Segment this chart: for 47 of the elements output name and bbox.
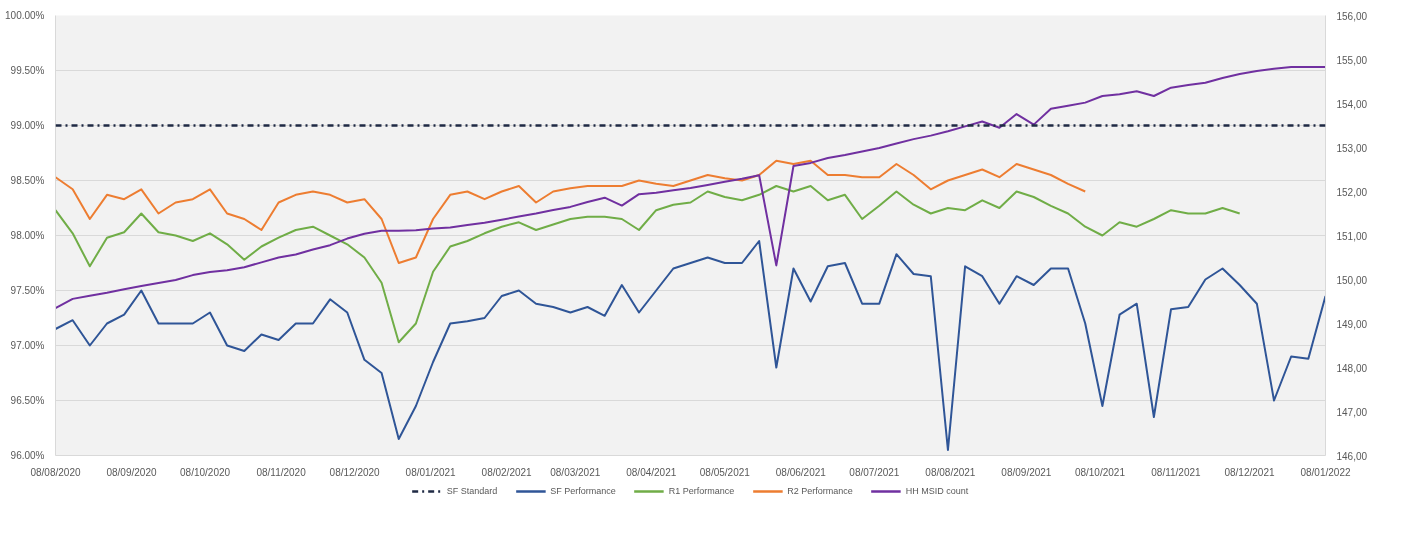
line-series	[55, 240, 1326, 451]
x-tick-label: 08/02/2021	[481, 466, 533, 478]
y2-tick-label: 150,00	[1336, 274, 1368, 286]
x-tick-label: 08/09/2021	[1001, 466, 1052, 478]
x-tick-label: 08/08/2021	[925, 466, 976, 478]
legend-label: SF Performance	[550, 486, 616, 496]
y-tick-label: 96.50%	[10, 395, 45, 406]
legend-label: SF Standard	[446, 486, 498, 496]
y2-tick-label: 151,00	[1336, 230, 1368, 242]
line-series	[55, 185, 1241, 344]
x-tick-label: 08/11/2021	[1151, 466, 1202, 478]
y2-tick-label: 146,00	[1336, 450, 1368, 462]
x-tick-label: 08/12/2021	[1224, 466, 1275, 478]
x-tick-label: 08/05/2021	[699, 466, 751, 478]
legend-label: R2 Performance	[787, 486, 853, 496]
y2-tick-label: 152,00	[1336, 186, 1368, 198]
x-tick-label: 08/06/2021	[775, 466, 827, 478]
y2-tick-label: 156,00	[1336, 10, 1368, 22]
y-tick-label: 97.50%	[10, 285, 45, 296]
x-tick-label: 08/07/2021	[849, 466, 900, 478]
x-tick-label: 08/04/2021	[626, 466, 677, 478]
y2-tick-label: 148,00	[1336, 362, 1368, 374]
x-tick-label: 08/01/2021	[405, 466, 457, 478]
x-tick-label: 08/11/2020	[256, 466, 307, 478]
y2-tick-label: 147,00	[1336, 406, 1368, 418]
y-tick-label: 98.50%	[10, 175, 45, 186]
x-tick-label: 08/09/2020	[106, 466, 157, 478]
legend-label: R1 Performance	[668, 486, 735, 496]
y-tick-label: 96.00%	[10, 450, 45, 461]
y2-tick-label: 155,00	[1336, 54, 1368, 66]
y-tick-label: 99.50%	[10, 65, 45, 76]
y-tick-label: 97.00%	[10, 340, 45, 351]
y-tick-label: 98.00%	[10, 230, 45, 241]
y2-tick-label: 154,00	[1336, 98, 1368, 110]
x-tick-label: 08/10/2020	[180, 466, 231, 478]
line-series	[55, 159, 1087, 264]
x-tick-label: 08/08/2020	[30, 466, 81, 478]
line-series	[55, 65, 1326, 310]
x-tick-label: 08/01/2022	[1300, 466, 1351, 478]
x-tick-label: 08/12/2020	[329, 466, 381, 478]
legend-label: HH MSID count	[905, 486, 969, 496]
y2-tick-label: 149,00	[1336, 318, 1368, 330]
y-tick-label: 100.00%	[5, 10, 45, 21]
y-tick-label: 99.00%	[10, 120, 45, 131]
y2-tick-label: 153,00	[1336, 142, 1368, 154]
x-tick-label: 08/03/2021	[550, 466, 601, 478]
x-tick-label: 08/10/2021	[1074, 466, 1126, 478]
